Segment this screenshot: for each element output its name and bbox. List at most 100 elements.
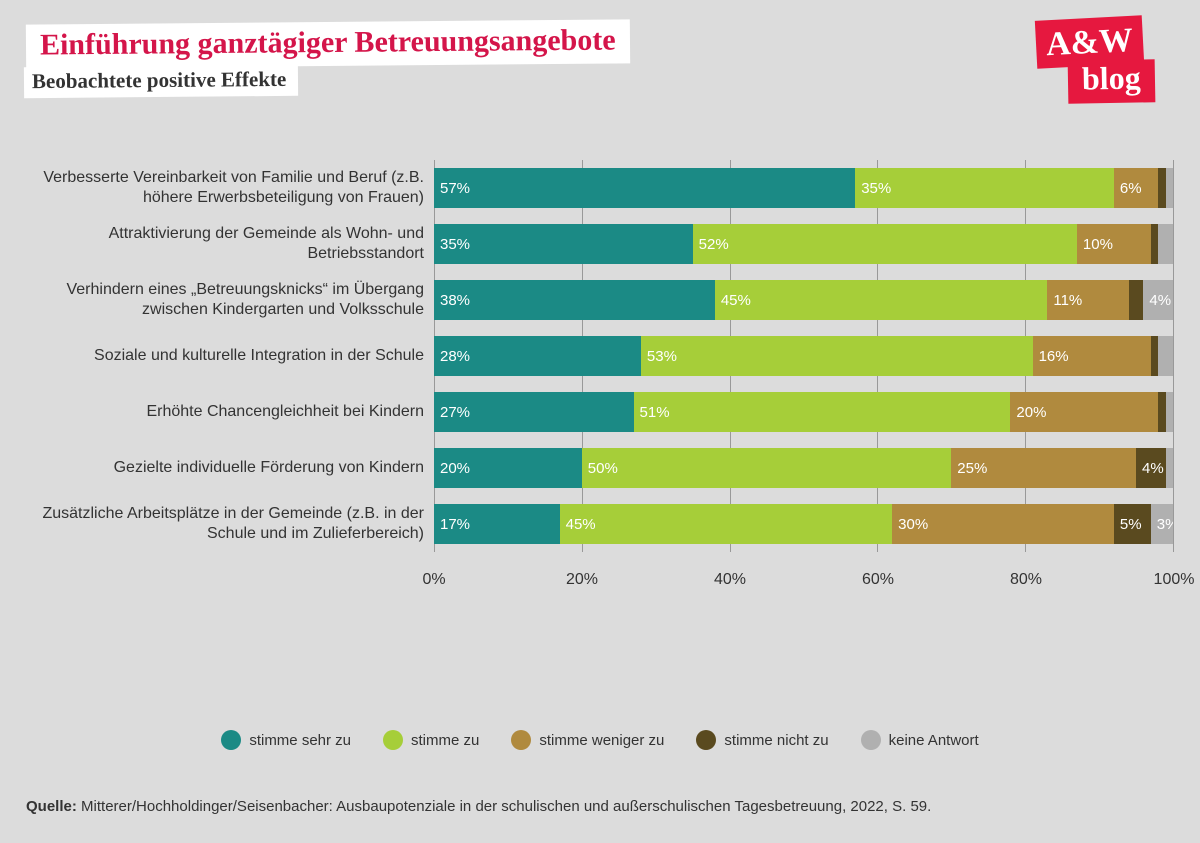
- bar-segment: [1129, 280, 1144, 320]
- chart-title: Einführung ganztägiger Betreuungsangebot…: [40, 23, 616, 62]
- bar-track: 38%45%11% 4%: [434, 272, 1174, 328]
- gridline: [1173, 160, 1174, 216]
- bar-track: 57%35%6%: [434, 160, 1174, 216]
- gridline: [1173, 440, 1174, 496]
- stacked-bar: 28%53%16%: [434, 336, 1173, 376]
- legend-swatch: [221, 730, 241, 750]
- chart-row: Erhöhte Chancengleichheit bei Kindern27%…: [26, 384, 1174, 440]
- logo-bottom-text: blog: [1068, 59, 1155, 104]
- bar-segment: 30%: [892, 504, 1114, 544]
- bar-segment: 3%: [1151, 504, 1173, 544]
- legend-item: stimme zu: [383, 730, 479, 750]
- chart-row: Attraktivierung der Gemeinde als Wohn- u…: [26, 216, 1174, 272]
- gridline: [1173, 328, 1174, 384]
- bar-segment: 35%: [855, 168, 1114, 208]
- bar-segment: [1166, 392, 1173, 432]
- row-label: Erhöhte Chancengleichheit bei Kindern: [26, 402, 434, 422]
- bar-track: 17%45%30%5%3%: [434, 496, 1174, 552]
- gridline: [1173, 384, 1174, 440]
- bar-segment: 16%: [1033, 336, 1151, 376]
- bar-segment: 45%: [715, 280, 1048, 320]
- legend-swatch: [861, 730, 881, 750]
- gridline: [1173, 496, 1174, 552]
- legend-label: stimme zu: [411, 732, 479, 749]
- row-label: Verhindern eines „Betreuungsknicks“ im Ü…: [26, 280, 434, 320]
- bar-track: 35%52%10%: [434, 216, 1174, 272]
- stacked-bar-chart: Verbesserte Vereinbarkeit von Familie un…: [26, 160, 1174, 580]
- x-axis: 0%20%40%60%80%100%: [26, 554, 1174, 580]
- chart-row: Verhindern eines „Betreuungsknicks“ im Ü…: [26, 272, 1174, 328]
- legend-item: stimme sehr zu: [221, 730, 351, 750]
- row-label: Gezielte individuelle Förderung von Kind…: [26, 458, 434, 478]
- chart-row: Soziale und kulturelle Integration in de…: [26, 328, 1174, 384]
- bar-segment: [1158, 392, 1165, 432]
- legend-label: keine Antwort: [889, 732, 979, 749]
- bar-segment: 25%: [951, 448, 1136, 488]
- legend-item: stimme nicht zu: [696, 730, 828, 750]
- bar-segment: 27%: [434, 392, 634, 432]
- source-text: Mitterer/Hochholdinger/Seisenbacher: Aus…: [81, 798, 931, 815]
- bar-track: 20%50%25%4%: [434, 440, 1174, 496]
- bar-segment: 50%: [582, 448, 952, 488]
- bar-segment: 53%: [641, 336, 1033, 376]
- x-tick-label: 40%: [714, 571, 746, 589]
- chart-row: Zusätzliche Arbeitsplätze in der Gemeind…: [26, 496, 1174, 552]
- legend-swatch: [696, 730, 716, 750]
- bar-segment: [1166, 168, 1173, 208]
- legend-label: stimme nicht zu: [724, 732, 828, 749]
- legend-label: stimme weniger zu: [539, 732, 664, 749]
- chart-subtitle: Beobachtete positive Effekte: [32, 67, 286, 94]
- bar-segment: 35%: [434, 224, 693, 264]
- bar-segment: [1158, 336, 1173, 376]
- bar-segment: 28%: [434, 336, 641, 376]
- aw-blog-logo: A&W blog: [1024, 18, 1174, 103]
- header: Einführung ganztägiger Betreuungsangebot…: [26, 22, 630, 97]
- subtitle-box: Beobachtete positive Effekte: [24, 65, 299, 98]
- row-label: Soziale und kulturelle Integration in de…: [26, 346, 434, 366]
- legend-swatch: [511, 730, 531, 750]
- row-label: Verbesserte Vereinbarkeit von Familie un…: [26, 168, 434, 208]
- bar-segment: 4%: [1143, 280, 1173, 320]
- bar-track: 27%51%20%: [434, 384, 1174, 440]
- stacked-bar: 20%50%25%4%: [434, 448, 1173, 488]
- x-tick-label: 100%: [1154, 571, 1195, 589]
- bar-segment: [1166, 448, 1173, 488]
- stacked-bar: 38%45%11% 4%: [434, 280, 1173, 320]
- stacked-bar: 27%51%20%: [434, 392, 1173, 432]
- bar-segment: 10%: [1077, 224, 1151, 264]
- x-tick-label: 80%: [1010, 571, 1042, 589]
- bar-segment: 57%: [434, 168, 855, 208]
- bar-segment: 45%: [560, 504, 893, 544]
- bar-track: 28%53%16%: [434, 328, 1174, 384]
- bar-segment: 6%: [1114, 168, 1158, 208]
- x-tick-label: 20%: [566, 571, 598, 589]
- bar-segment: 17%: [434, 504, 560, 544]
- stacked-bar: 17%45%30%5%3%: [434, 504, 1173, 544]
- source-label: Quelle:: [26, 798, 77, 815]
- bar-segment: 20%: [1010, 392, 1158, 432]
- stacked-bar: 35%52%10%: [434, 224, 1173, 264]
- stacked-bar: 57%35%6%: [434, 168, 1173, 208]
- bar-segment: 38%: [434, 280, 715, 320]
- legend-item: stimme weniger zu: [511, 730, 664, 750]
- row-label: Zusätzliche Arbeitsplätze in der Gemeind…: [26, 504, 434, 544]
- gridline: [1173, 272, 1174, 328]
- bar-segment: [1158, 224, 1173, 264]
- bar-segment: 52%: [693, 224, 1077, 264]
- legend-item: keine Antwort: [861, 730, 979, 750]
- bar-segment: 20%: [434, 448, 582, 488]
- source-citation: Quelle: Mitterer/Hochholdinger/Seisenbac…: [26, 798, 931, 815]
- x-tick-label: 60%: [862, 571, 894, 589]
- bar-segment: [1151, 224, 1158, 264]
- title-box: Einführung ganztägiger Betreuungsangebot…: [26, 19, 630, 68]
- bar-segment: 11%: [1047, 280, 1128, 320]
- gridline: [1173, 216, 1174, 272]
- legend-swatch: [383, 730, 403, 750]
- chart-row: Gezielte individuelle Förderung von Kind…: [26, 440, 1174, 496]
- legend-label: stimme sehr zu: [249, 732, 351, 749]
- row-label: Attraktivierung der Gemeinde als Wohn- u…: [26, 224, 434, 264]
- bar-segment: 5%: [1114, 504, 1151, 544]
- bar-segment: [1158, 168, 1165, 208]
- bar-segment: [1151, 336, 1158, 376]
- bar-segment: 51%: [634, 392, 1011, 432]
